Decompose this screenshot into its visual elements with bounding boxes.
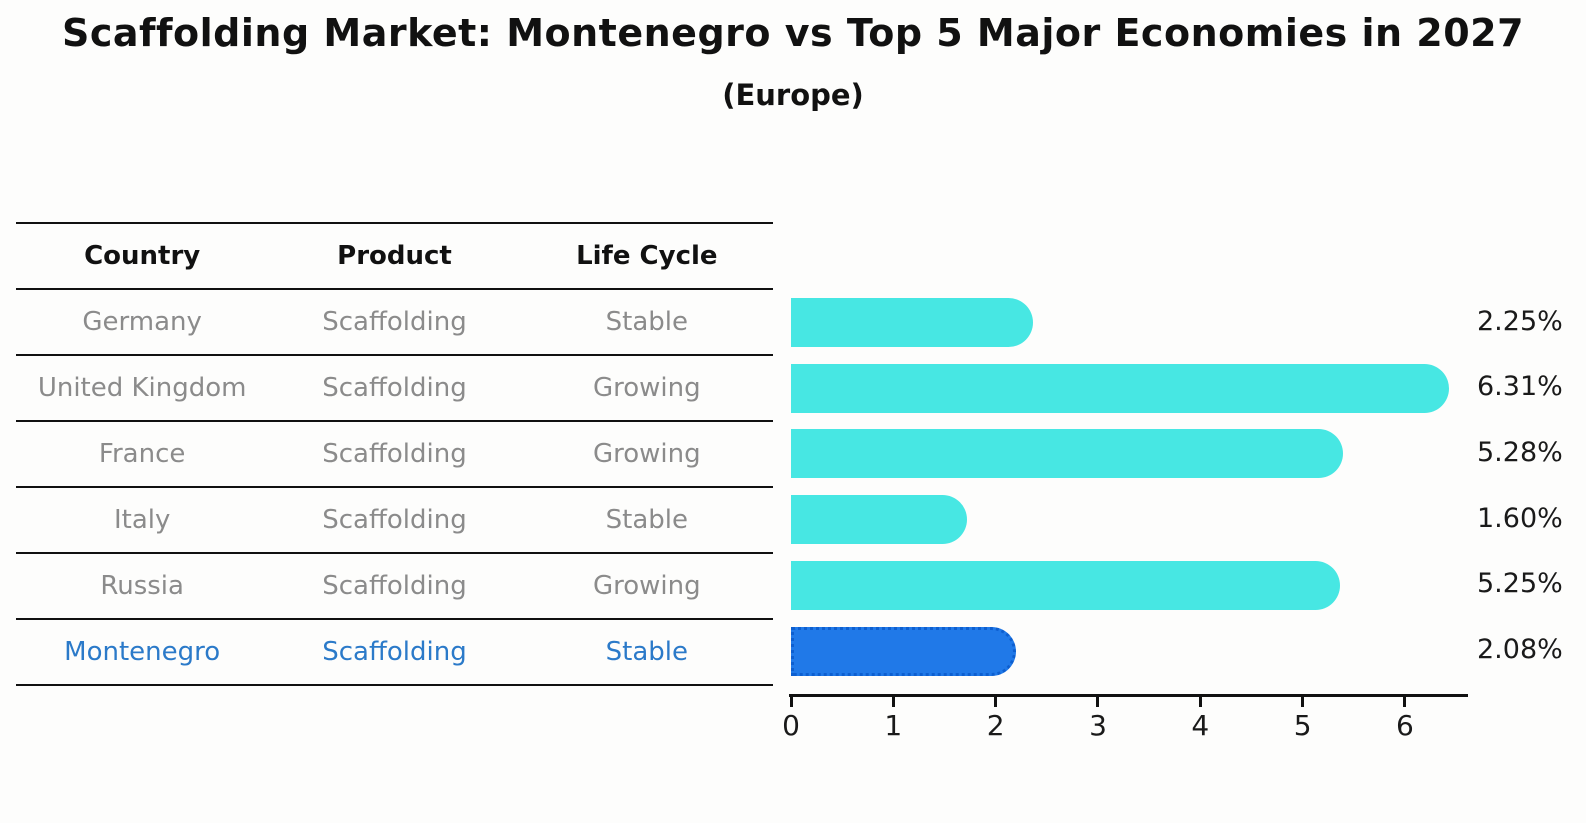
table-row-united-kingdom: United Kingdom Scaffolding Growing bbox=[16, 354, 773, 420]
x-tick-label-0: 0 bbox=[782, 709, 800, 742]
product-cell: Scaffolding bbox=[322, 373, 467, 403]
country-cell: Montenegro bbox=[64, 637, 221, 667]
lifecycle-cell: Growing bbox=[592, 439, 701, 469]
x-tick-label-4: 4 bbox=[1191, 709, 1210, 742]
value-label-montenegro: 2.08% bbox=[1477, 634, 1563, 665]
value-label-france: 5.28% bbox=[1477, 436, 1563, 468]
x-tick-mark-1 bbox=[891, 697, 895, 707]
table-row-france: France Scaffolding Growing bbox=[16, 420, 773, 486]
lifecycle-cell: Stable bbox=[605, 637, 688, 667]
lifecycle-cell: Stable bbox=[605, 307, 688, 337]
x-tick-mark-4 bbox=[1198, 697, 1202, 707]
x-tick-mark-0 bbox=[789, 697, 793, 707]
x-tick-label-3: 3 bbox=[1089, 709, 1107, 742]
value-label-united-kingdom: 6.31% bbox=[1477, 371, 1563, 403]
lifecycle-cell: Stable bbox=[605, 505, 688, 535]
table-header-row: Country Product Life Cycle bbox=[16, 222, 773, 288]
x-tick-label-5: 5 bbox=[1293, 709, 1312, 742]
col-header-product: Product bbox=[337, 241, 452, 271]
bar-russia bbox=[791, 560, 1341, 610]
table-row-montenegro-highlighted: Montenegro Scaffolding Stable bbox=[16, 618, 773, 684]
lifecycle-cell: Growing bbox=[592, 373, 701, 403]
product-cell: Scaffolding bbox=[322, 571, 467, 601]
product-cell: Scaffolding bbox=[322, 637, 467, 667]
table-row-germany: Germany Scaffolding Stable bbox=[16, 288, 773, 354]
country-cell: Germany bbox=[82, 307, 202, 337]
col-header-country: Country bbox=[84, 241, 201, 271]
x-tick-label-2: 2 bbox=[986, 709, 1005, 742]
value-label-germany: 2.25% bbox=[1477, 305, 1563, 337]
country-cell: Russia bbox=[100, 571, 184, 601]
bar-united-kingdom bbox=[791, 363, 1449, 413]
x-axis-line bbox=[789, 694, 1468, 697]
bar-germany bbox=[791, 298, 1034, 347]
value-label-italy: 1.60% bbox=[1477, 502, 1563, 534]
bar-france bbox=[791, 429, 1344, 479]
lifecycle-cell: Growing bbox=[592, 571, 701, 601]
product-cell: Scaffolding bbox=[322, 307, 467, 337]
table-row-russia: Russia Scaffolding Growing bbox=[16, 552, 773, 618]
x-tick-mark-6 bbox=[1403, 697, 1407, 707]
product-cell: Scaffolding bbox=[322, 439, 467, 469]
bar-montenegro bbox=[791, 626, 1016, 676]
table-row-italy: Italy Scaffolding Stable bbox=[16, 486, 773, 552]
chart-subtitle: (Europe) bbox=[722, 78, 864, 112]
x-tick-mark-5 bbox=[1301, 697, 1305, 707]
x-tick-label-6: 6 bbox=[1396, 709, 1414, 742]
bar-italy bbox=[791, 495, 967, 545]
value-label-russia: 5.25% bbox=[1477, 568, 1563, 600]
product-cell: Scaffolding bbox=[322, 505, 467, 535]
x-tick-mark-3 bbox=[1096, 697, 1100, 707]
comparison-table: Country Product Life Cycle Germany Scaff… bbox=[16, 222, 773, 686]
x-tick-mark-2 bbox=[994, 697, 998, 707]
col-header-lifecycle: Life Cycle bbox=[576, 241, 718, 271]
x-tick-label-1: 1 bbox=[884, 709, 903, 742]
country-cell: Italy bbox=[113, 505, 171, 535]
chart-title: Scaffolding Market: Montenegro vs Top 5 … bbox=[61, 11, 1525, 55]
country-cell: France bbox=[98, 439, 186, 469]
country-cell: United Kingdom bbox=[37, 373, 247, 403]
